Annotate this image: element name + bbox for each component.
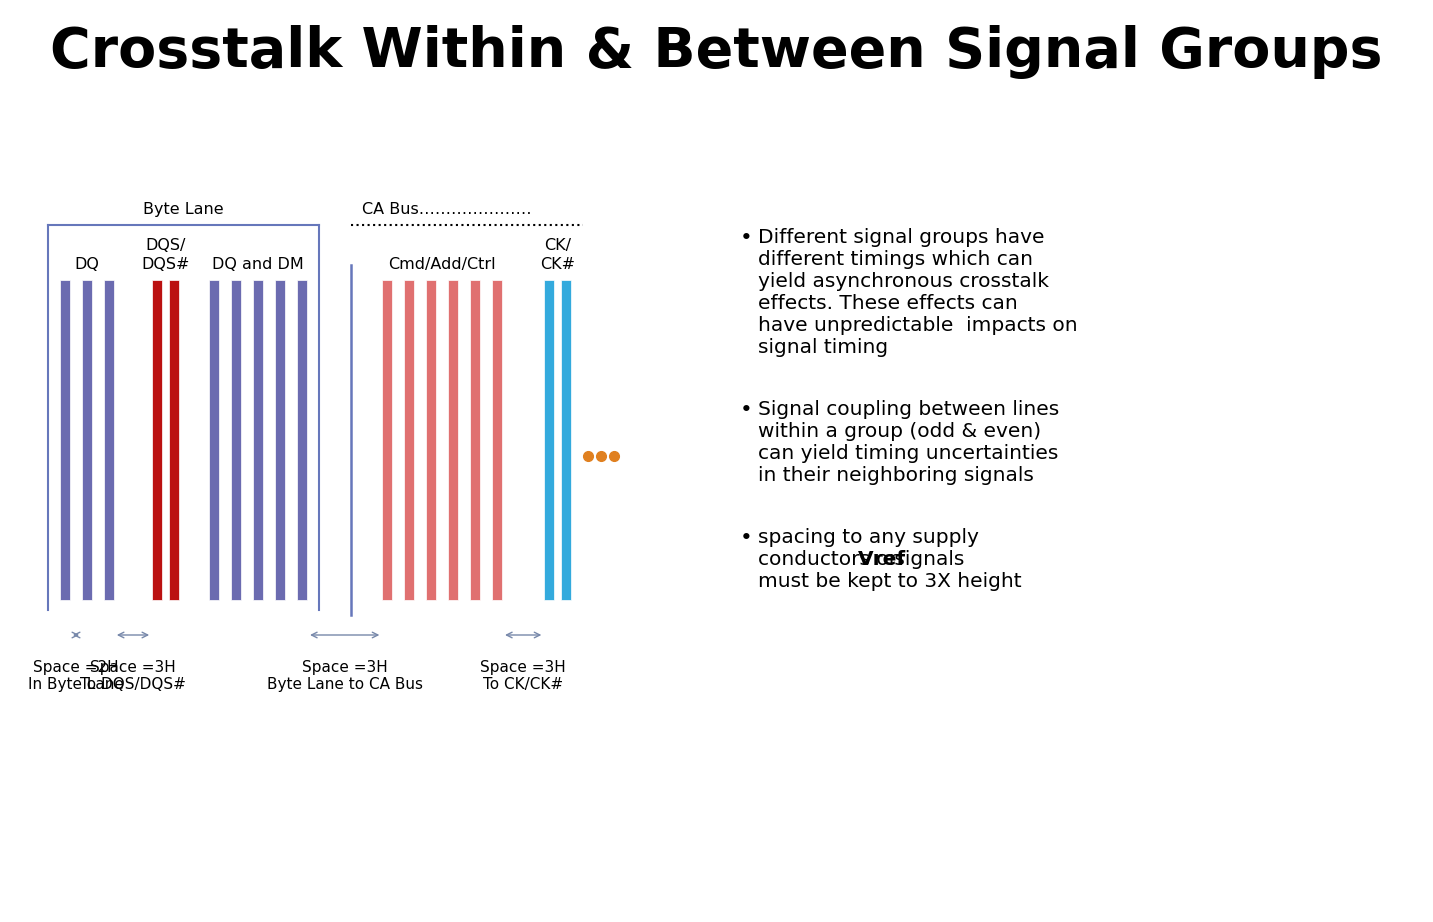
Text: effects. These effects can: effects. These effects can xyxy=(758,294,1017,313)
Bar xyxy=(449,280,459,600)
Bar xyxy=(231,280,241,600)
Bar xyxy=(169,280,179,600)
Text: conductors or: conductors or xyxy=(758,550,903,569)
Text: Space =3H
To DQS/DQS#: Space =3H To DQS/DQS# xyxy=(80,660,186,692)
Text: Space =3H
Byte Lane to CA Bus: Space =3H Byte Lane to CA Bus xyxy=(267,660,423,692)
Bar xyxy=(254,280,264,600)
Text: DQ: DQ xyxy=(75,257,99,272)
Text: Signal coupling between lines: Signal coupling between lines xyxy=(758,400,1059,419)
Text: •: • xyxy=(739,528,752,548)
Text: CK/
CK#: CK/ CK# xyxy=(540,239,575,272)
Text: yield asynchronous crosstalk: yield asynchronous crosstalk xyxy=(758,272,1049,291)
Bar xyxy=(492,280,502,600)
Bar xyxy=(60,280,70,600)
Bar xyxy=(545,280,555,600)
Bar xyxy=(404,280,414,600)
Text: Space =3H
To CK/CK#: Space =3H To CK/CK# xyxy=(480,660,566,692)
Text: •: • xyxy=(739,228,752,248)
Text: DQS/
DQS#: DQS/ DQS# xyxy=(142,239,189,272)
Text: Different signal groups have: Different signal groups have xyxy=(758,228,1045,247)
Bar xyxy=(383,280,393,600)
Text: different timings which can: different timings which can xyxy=(758,250,1033,269)
Text: spacing to any supply: spacing to any supply xyxy=(758,528,979,547)
Text: have unpredictable  impacts on: have unpredictable impacts on xyxy=(758,316,1078,335)
Bar xyxy=(209,280,219,600)
Bar xyxy=(152,280,162,600)
Text: within a group (odd & even): within a group (odd & even) xyxy=(758,422,1042,441)
Text: must be kept to 3X height: must be kept to 3X height xyxy=(758,572,1022,591)
Bar xyxy=(105,280,115,600)
Bar xyxy=(297,280,307,600)
Bar xyxy=(470,280,480,600)
Text: DQ and DM: DQ and DM xyxy=(212,257,304,272)
Bar xyxy=(562,280,572,600)
Text: in their neighboring signals: in their neighboring signals xyxy=(758,466,1033,485)
Text: Crosstalk Within & Between Signal Groups: Crosstalk Within & Between Signal Groups xyxy=(50,25,1383,79)
Text: •: • xyxy=(739,400,752,420)
Bar xyxy=(82,280,92,600)
Text: Space =2H
In Byte Lane: Space =2H In Byte Lane xyxy=(29,660,123,692)
Text: Cmd/Add/Ctrl: Cmd/Add/Ctrl xyxy=(388,257,496,272)
Text: Byte Lane: Byte Lane xyxy=(143,202,224,217)
Text: signals: signals xyxy=(888,550,964,569)
Text: CA Bus…………………: CA Bus………………… xyxy=(363,202,532,217)
Text: Vref: Vref xyxy=(858,550,906,569)
Text: signal timing: signal timing xyxy=(758,338,888,357)
Text: can yield timing uncertainties: can yield timing uncertainties xyxy=(758,444,1059,463)
Bar xyxy=(275,280,285,600)
Bar xyxy=(426,280,436,600)
